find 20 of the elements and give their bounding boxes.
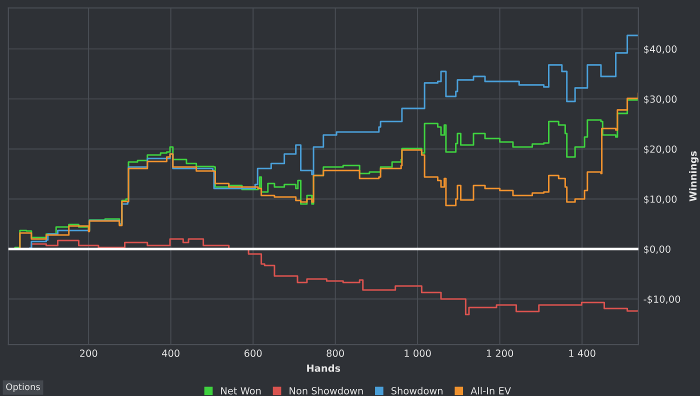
- x-tick-label: 400: [162, 350, 180, 357]
- x-axis-title: Hands: [307, 364, 340, 372]
- legend-label: Showdown: [392, 386, 442, 394]
- x-tick-label: 1 200: [486, 350, 514, 357]
- y-tick-label: $0,00: [644, 245, 670, 254]
- y-tick-label: $30,00: [644, 95, 677, 104]
- x-tick-label: 1 000: [404, 350, 431, 357]
- legend-label: Non Showdown: [290, 386, 363, 394]
- legend-label: All-In EV: [470, 386, 511, 394]
- x-tick-label: 800: [326, 350, 344, 357]
- x-tick-label: 600: [244, 350, 262, 357]
- y-tick-label: $40,00: [644, 45, 677, 54]
- text: Options: [6, 383, 40, 392]
- x-tick-label: 200: [80, 350, 98, 357]
- y-axis-title: Winnings: [689, 151, 699, 202]
- y-tick-label: -$10,00: [644, 295, 680, 304]
- y-tick-label: $10,00: [644, 195, 677, 204]
- x-tick-label: 1 400: [569, 350, 596, 357]
- legend-label: Net Won: [221, 387, 261, 394]
- y-tick-label: $20,00: [644, 145, 677, 154]
